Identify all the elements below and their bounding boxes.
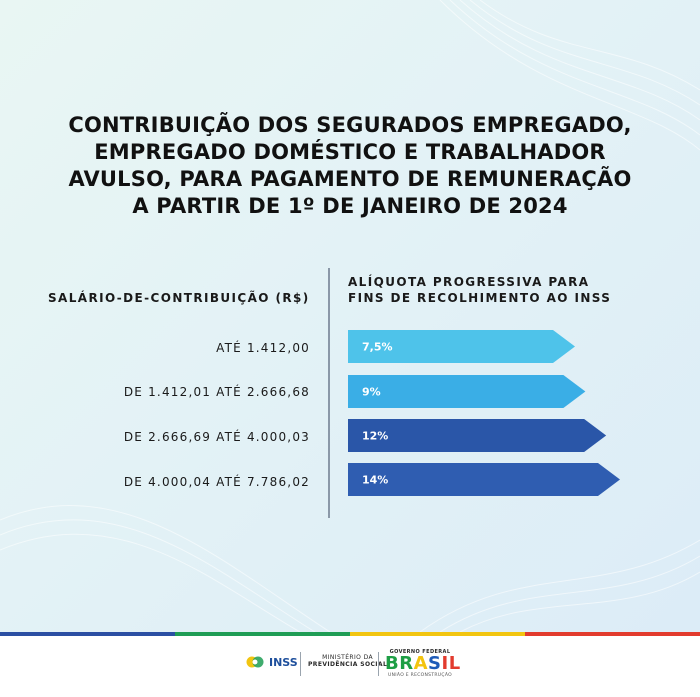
rate-label-2: 9% — [362, 386, 381, 399]
title-line: EMPREGADO DOMÉSTICO E TRABALHADOR — [94, 140, 606, 164]
brasil-part: BR — [385, 653, 414, 674]
rate-header-line: FINS DE RECOLHIMENTO AO INSS — [348, 291, 612, 305]
rate-bar-4 — [348, 463, 620, 496]
gov-sub-text: UNIÃO E RECONSTRUÇÃO — [388, 673, 452, 678]
decorative-waves — [0, 0, 700, 632]
title-line: A PARTIR DE 1º DE JANEIRO DE 2024 — [132, 194, 568, 218]
brasil-part: S — [428, 653, 442, 674]
rate-column-header: ALÍQUOTA PROGRESSIVA PARA FINS DE RECOLH… — [348, 274, 648, 306]
rate-bar-3 — [348, 419, 607, 452]
ministry-logo: MINISTÉRIO DA PREVIDÊNCIA SOCIAL — [308, 654, 387, 668]
rate-bar-chart: 7,5% 9% 12% 14% — [348, 330, 620, 496]
inss-logo-text: INSS — [269, 655, 298, 669]
ministry-line: MINISTÉRIO DA — [322, 654, 374, 661]
infographic-background — [0, 0, 700, 632]
rate-bar-2 — [348, 375, 586, 408]
page-title: CONTRIBUIÇÃO DOS SEGURADOS EMPREGADO, EM… — [40, 112, 660, 220]
ministry-line: PREVIDÊNCIA SOCIAL — [308, 661, 388, 668]
inss-emblem-icon — [246, 656, 264, 668]
brasil-wordmark: BRASIL — [385, 653, 460, 674]
title-line: AVULSO, PARA PAGAMENTO DE REMUNERAÇÃO — [68, 167, 632, 191]
footer-separator — [300, 652, 301, 676]
stripe-segment-yellow — [350, 632, 525, 636]
salary-range-3: DE 2.666,69 ATÉ 4.000,03 — [123, 430, 310, 444]
inss-logo: INSS — [246, 654, 298, 670]
rate-label-4: 14% — [362, 474, 388, 487]
governo-federal-logo: GOVERNO FEDERAL BRASIL UNIÃO E RECONSTRU… — [385, 649, 460, 678]
salary-range-4: DE 4.000,04 ATÉ 7.786,02 — [123, 475, 310, 489]
footer-separator — [378, 652, 379, 676]
stripe-segment-red — [525, 632, 700, 636]
title-line: CONTRIBUIÇÃO DOS SEGURADOS EMPREGADO, — [68, 113, 632, 137]
salary-column-header: SALÁRIO-DE-CONTRIBUIÇÃO (R$) — [48, 291, 310, 305]
brasil-part: IL — [441, 653, 461, 674]
salary-range-1: ATÉ 1.412,00 — [216, 341, 310, 355]
footer — [0, 636, 700, 697]
stripe-segment-blue — [0, 632, 175, 636]
salary-range-2: DE 1.412,01 ATÉ 2.666,68 — [123, 385, 310, 399]
rate-header-line: ALÍQUOTA PROGRESSIVA PARA — [348, 275, 590, 289]
rate-label-3: 12% — [362, 430, 388, 443]
rate-bar-1 — [348, 330, 575, 363]
rate-label-1: 7,5% — [362, 341, 393, 354]
color-stripe — [0, 632, 700, 636]
stripe-segment-green — [175, 632, 350, 636]
gov-top-text: GOVERNO FEDERAL — [389, 649, 451, 655]
column-divider — [328, 268, 330, 518]
brasil-part: A — [413, 653, 429, 674]
